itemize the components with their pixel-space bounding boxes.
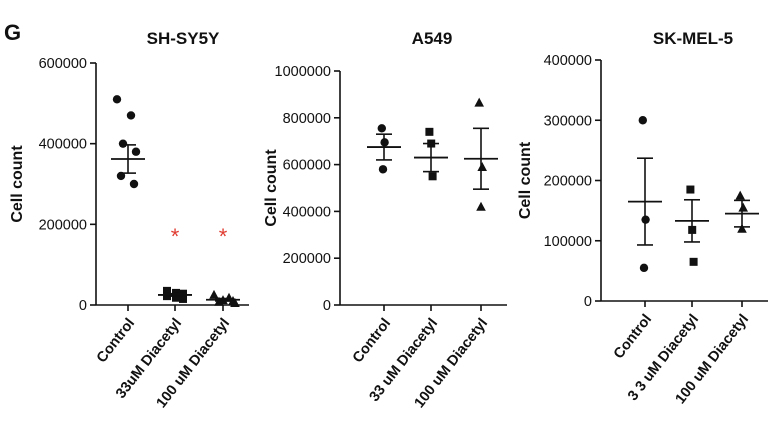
data-point	[378, 165, 388, 174]
data-point	[131, 147, 141, 156]
panel-label: G	[4, 20, 21, 45]
y-tick-label: 0	[323, 298, 331, 314]
chart-panel-1: SH-SY5Y Cell count 0 200000 400000 600000 Cont…	[9, 29, 249, 411]
y-tick-label: 400000	[39, 137, 87, 153]
y-axis-label: Cell count	[263, 149, 280, 227]
y-tick-label: 300000	[544, 113, 592, 129]
data-point	[126, 111, 136, 120]
data-point	[735, 190, 745, 200]
data-point	[689, 257, 698, 266]
data-point	[428, 172, 437, 181]
y-tick-label: 1000000	[275, 64, 331, 80]
data-point	[179, 294, 187, 303]
data-point	[738, 202, 748, 212]
data-point	[425, 127, 434, 136]
y-axis-label: Cell count	[517, 141, 534, 219]
data-point	[163, 286, 171, 295]
y-tick-label: 100000	[544, 234, 592, 250]
y-tick-label: 200000	[544, 174, 592, 190]
data-point	[476, 201, 486, 211]
data-point	[638, 116, 647, 125]
y-axis-label: Cell count	[9, 145, 26, 223]
x-tick-label: Control	[94, 316, 138, 366]
chart-panel-2: A549 Cell count 0 200000 400000 600000 800000 1…	[263, 29, 507, 411]
y-tick-label: 400000	[283, 204, 331, 220]
chart-title: SH-SY5Y	[147, 29, 220, 48]
data-point	[377, 124, 386, 133]
chart-title: A549	[412, 29, 453, 48]
y-tick-label: 600000	[39, 56, 87, 72]
y-tick-label: 800000	[283, 111, 331, 127]
data-point	[737, 223, 747, 233]
data-point	[477, 161, 487, 171]
data-point	[686, 185, 695, 194]
x-tick-label: Control	[350, 316, 394, 366]
y-tick-label: 0	[79, 298, 87, 314]
y-tick-label: 600000	[283, 158, 331, 174]
data-point	[639, 263, 649, 273]
data-point	[230, 297, 240, 307]
y-tick-label: 200000	[283, 251, 331, 267]
data-point	[118, 139, 128, 148]
data-point	[129, 179, 139, 189]
significance-marker: *	[219, 224, 228, 249]
chart-title: SK-MEL-5	[653, 29, 733, 48]
y-tick-label: 0	[584, 294, 592, 310]
y-tick-label: 400000	[544, 53, 592, 69]
data-point	[209, 289, 219, 299]
significance-marker: *	[171, 224, 180, 249]
data-point	[172, 288, 180, 297]
data-point	[474, 97, 484, 107]
x-tick-label: Control	[611, 312, 655, 362]
chart-panel-3: SK-MEL-5 Cell count 0 100000 200000 300000 400…	[517, 29, 768, 407]
y-tick-label: 200000	[39, 217, 87, 233]
data-point	[112, 95, 122, 104]
data-point	[172, 293, 180, 302]
